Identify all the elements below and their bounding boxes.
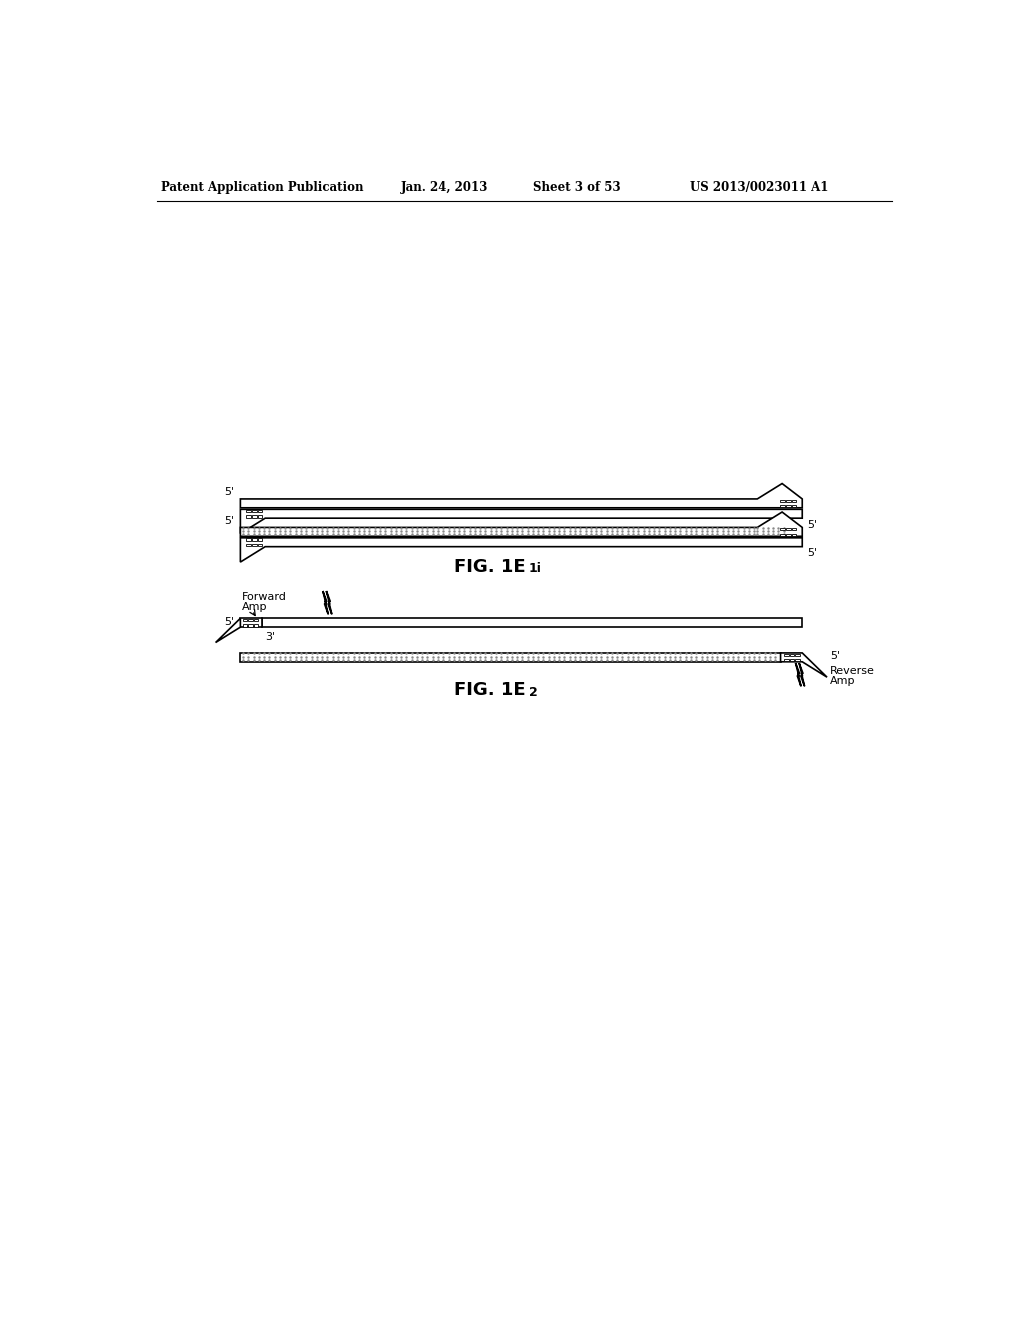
Bar — [252, 539, 257, 541]
Text: Jan. 24, 2013: Jan. 24, 2013 — [400, 181, 488, 194]
Bar — [252, 544, 257, 546]
Text: 5': 5' — [807, 548, 817, 558]
Polygon shape — [216, 618, 241, 643]
Bar — [792, 506, 797, 507]
Polygon shape — [241, 618, 262, 627]
Text: 3': 3' — [265, 632, 275, 642]
Text: 1i: 1i — [528, 562, 542, 576]
Text: Patent Application Publication: Patent Application Publication — [161, 181, 364, 194]
Bar — [784, 659, 788, 661]
Bar — [248, 624, 253, 627]
Bar — [786, 506, 791, 507]
Bar — [780, 533, 785, 536]
Text: Forward: Forward — [242, 591, 287, 602]
Bar — [796, 653, 800, 656]
Bar — [258, 544, 262, 546]
Bar — [241, 653, 780, 661]
Bar — [252, 515, 257, 517]
Text: 5': 5' — [224, 487, 234, 498]
Bar — [254, 619, 258, 620]
Bar — [786, 528, 791, 531]
Bar — [792, 499, 797, 502]
Bar — [786, 533, 791, 536]
Bar — [247, 544, 251, 546]
Bar — [784, 653, 788, 656]
Polygon shape — [780, 653, 827, 677]
Bar — [780, 528, 785, 531]
Text: US 2013/0023011 A1: US 2013/0023011 A1 — [690, 181, 828, 194]
Text: 2: 2 — [528, 685, 538, 698]
Bar — [258, 515, 262, 517]
Text: FIG. 1E: FIG. 1E — [454, 681, 525, 698]
Text: Amp: Amp — [242, 602, 267, 611]
Bar — [786, 499, 791, 502]
Polygon shape — [241, 512, 802, 536]
Polygon shape — [241, 537, 802, 562]
Bar — [254, 624, 258, 627]
Bar — [248, 619, 253, 620]
Polygon shape — [241, 510, 802, 533]
Text: Amp: Amp — [830, 676, 856, 685]
Bar — [780, 499, 785, 502]
Text: Sheet 3 of 53: Sheet 3 of 53 — [532, 181, 621, 194]
Bar — [262, 618, 802, 627]
Text: FIG. 1E: FIG. 1E — [454, 557, 525, 576]
Text: Reverse: Reverse — [830, 665, 876, 676]
Bar — [790, 653, 795, 656]
Bar — [243, 624, 247, 627]
Bar — [796, 659, 800, 661]
Polygon shape — [241, 483, 802, 508]
Text: 5': 5' — [807, 520, 817, 529]
Text: 5': 5' — [224, 616, 234, 627]
Bar — [780, 506, 785, 507]
Bar — [792, 533, 797, 536]
Bar — [790, 659, 795, 661]
Bar — [792, 528, 797, 531]
Bar — [247, 539, 251, 541]
Bar — [258, 539, 262, 541]
Bar — [247, 515, 251, 517]
Bar — [258, 510, 262, 512]
Text: 5': 5' — [830, 652, 841, 661]
Bar — [252, 510, 257, 512]
Text: 5': 5' — [224, 516, 234, 525]
Bar — [247, 510, 251, 512]
Bar — [243, 619, 247, 620]
